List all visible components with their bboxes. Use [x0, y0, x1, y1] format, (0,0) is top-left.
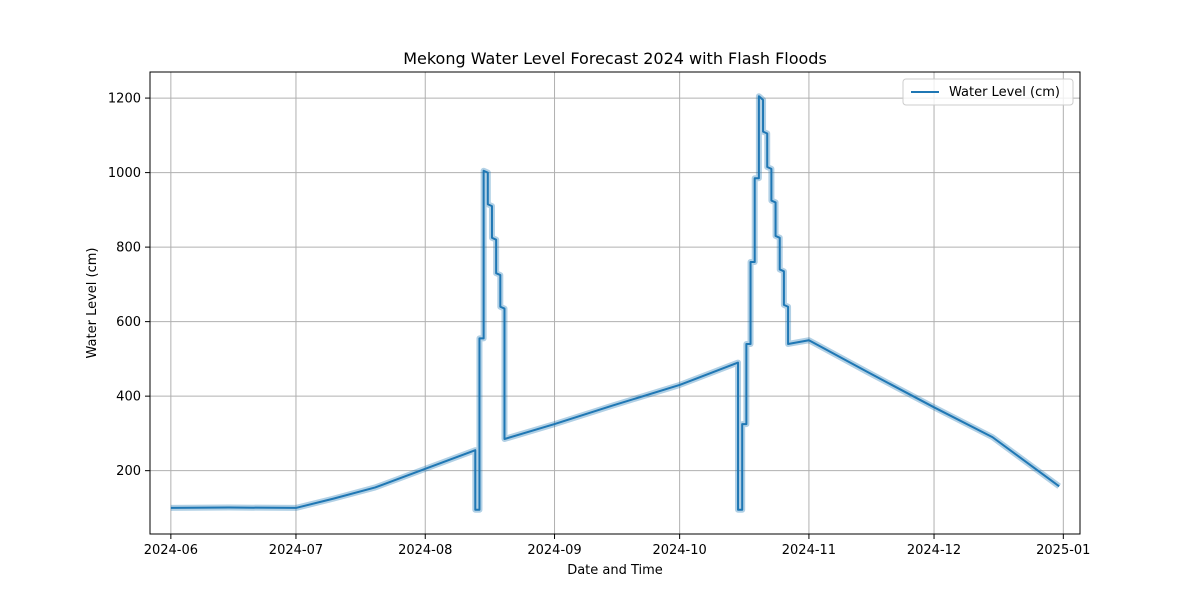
y-tick-label: 400	[116, 390, 141, 405]
chart-title: Mekong Water Level Forecast 2024 with Fl…	[403, 49, 827, 68]
y-tick-label: 600	[116, 315, 141, 330]
y-tick-label: 800	[116, 241, 141, 256]
y-tick-label: 200	[116, 464, 141, 479]
legend-box	[902, 78, 1074, 106]
legend: Water Level (cm)	[902, 78, 1074, 106]
series-line	[170, 95, 1060, 511]
x-tick-label: 2024-11	[782, 543, 836, 558]
x-tick-label: 2024-07	[269, 543, 323, 558]
x-tick-label: 2025-01	[1036, 543, 1090, 558]
y-axis-label: Water Level (cm)	[85, 248, 100, 359]
x-tick-label: 2024-10	[652, 543, 706, 558]
grid-lines	[150, 72, 1080, 534]
series-layer	[170, 93, 1061, 513]
x-axis: 2024-06 2024-07 2024-08 2024-09 2024-10 2024-…	[144, 534, 1090, 558]
plot-area-frame	[149, 71, 1081, 535]
x-tick-label: 2024-09	[527, 543, 581, 558]
legend-label: Water Level (cm)	[949, 85, 1060, 100]
x-tick-label: 2024-08	[398, 543, 452, 558]
y-axis: 200 400 600 800 1000 1200	[108, 92, 150, 479]
x-axis-label: Date and Time	[567, 563, 663, 578]
x-tick-label: 2024-06	[144, 543, 198, 558]
x-tick-label: 2024-12	[907, 543, 961, 558]
y-tick-label: 1200	[108, 92, 141, 107]
y-tick-label: 1000	[108, 166, 141, 181]
